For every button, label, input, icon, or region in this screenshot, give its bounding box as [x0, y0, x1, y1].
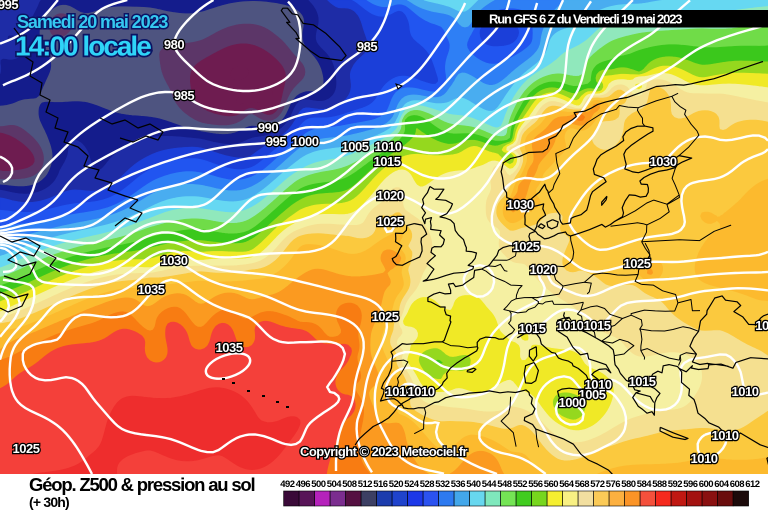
svg-text:528: 528 — [420, 479, 435, 490]
svg-text:1030: 1030 — [161, 253, 188, 268]
svg-text:1010: 1010 — [375, 139, 402, 154]
svg-text:1015: 1015 — [519, 321, 546, 336]
svg-text:512: 512 — [358, 479, 373, 490]
svg-text:1025: 1025 — [372, 309, 399, 324]
svg-text:592: 592 — [668, 479, 683, 490]
svg-text:604: 604 — [714, 479, 730, 490]
svg-text:1030: 1030 — [507, 197, 534, 212]
svg-text:540: 540 — [466, 479, 481, 490]
svg-text:560: 560 — [544, 479, 559, 490]
svg-text:1010: 1010 — [408, 384, 435, 399]
svg-text:1025: 1025 — [513, 239, 540, 254]
svg-text:556: 556 — [528, 479, 543, 490]
svg-text:(+ 30h): (+ 30h) — [29, 494, 69, 510]
svg-text:Samedi 20 mai 2023: Samedi 20 mai 2023 — [17, 12, 168, 32]
svg-text:1035: 1035 — [216, 340, 243, 355]
svg-text:576: 576 — [606, 479, 621, 490]
svg-text:584: 584 — [637, 479, 653, 490]
svg-text:568: 568 — [575, 479, 590, 490]
svg-text:492: 492 — [280, 479, 295, 490]
svg-text:500: 500 — [311, 479, 326, 490]
svg-text:1020: 1020 — [530, 262, 557, 277]
svg-text:1015: 1015 — [374, 154, 401, 169]
svg-text:1025: 1025 — [624, 256, 651, 271]
svg-text:544: 544 — [482, 479, 498, 490]
svg-text:1010: 1010 — [386, 384, 413, 399]
svg-text:1025: 1025 — [13, 441, 40, 456]
svg-text:14:00 locale: 14:00 locale — [15, 31, 151, 62]
svg-text:1010: 1010 — [732, 384, 759, 399]
svg-text:580: 580 — [621, 479, 636, 490]
svg-text:Copyright © 2023 Meteociel.fr: Copyright © 2023 Meteociel.fr — [300, 444, 467, 459]
svg-text:516: 516 — [373, 479, 388, 490]
svg-text:1010: 1010 — [691, 451, 718, 466]
svg-text:995: 995 — [266, 134, 286, 149]
svg-text:588: 588 — [652, 479, 667, 490]
svg-text:496: 496 — [296, 479, 311, 490]
svg-text:1030: 1030 — [650, 154, 677, 169]
svg-text:548: 548 — [497, 479, 512, 490]
svg-text:600: 600 — [699, 479, 714, 490]
svg-text:572: 572 — [590, 479, 605, 490]
svg-text:1035: 1035 — [138, 282, 165, 297]
svg-text:985: 985 — [357, 39, 377, 54]
svg-text:536: 536 — [451, 479, 466, 490]
svg-text:1025: 1025 — [377, 214, 404, 229]
svg-text:Run GFS 6 Z du Vendredi 19 mai: Run GFS 6 Z du Vendredi 19 mai 2023 — [489, 12, 682, 27]
svg-text:1010: 1010 — [712, 428, 739, 443]
svg-text:508: 508 — [342, 479, 357, 490]
svg-text:1020: 1020 — [377, 188, 404, 203]
svg-text:1010: 1010 — [557, 318, 584, 333]
svg-text:10: 10 — [755, 318, 768, 333]
svg-text:1000: 1000 — [559, 395, 586, 410]
svg-text:1000: 1000 — [292, 134, 319, 149]
svg-text:520: 520 — [389, 479, 404, 490]
svg-text:990: 990 — [258, 120, 278, 135]
svg-text:504: 504 — [327, 479, 343, 490]
svg-text:596: 596 — [683, 479, 698, 490]
svg-text:564: 564 — [559, 479, 575, 490]
svg-text:524: 524 — [404, 479, 420, 490]
svg-text:995: 995 — [0, 0, 18, 12]
svg-text:612: 612 — [745, 479, 760, 490]
svg-text:1015: 1015 — [584, 318, 611, 333]
svg-text:985: 985 — [174, 88, 194, 103]
svg-text:532: 532 — [435, 479, 450, 490]
svg-text:1015: 1015 — [629, 374, 656, 389]
svg-text:980: 980 — [164, 37, 184, 52]
svg-text:1005: 1005 — [342, 139, 369, 154]
svg-text:552: 552 — [513, 479, 528, 490]
svg-text:Géop. Z500 & pression au sol: Géop. Z500 & pression au sol — [29, 474, 255, 495]
svg-text:608: 608 — [730, 479, 745, 490]
svg-text:1005: 1005 — [579, 387, 606, 402]
svg-text:1010: 1010 — [585, 377, 612, 392]
